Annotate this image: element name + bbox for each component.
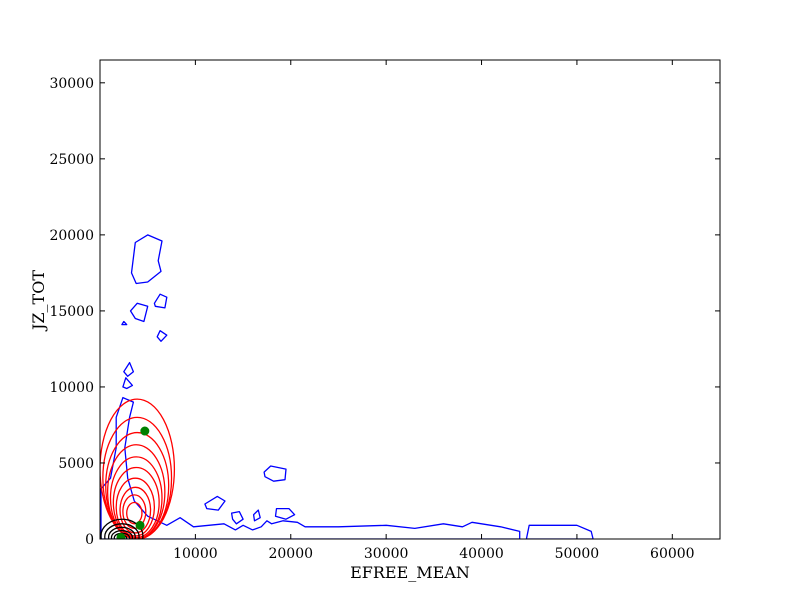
x-tick-label-3: 40000: [459, 546, 504, 562]
contour-line-0-11: [252, 509, 261, 522]
contour-line-0-6: [123, 361, 135, 377]
contour-line-0-7: [122, 377, 134, 390]
contour-line-0-5: [156, 330, 168, 342]
contour-line-0-2: [121, 320, 128, 326]
contour-line-0-8: [263, 465, 287, 482]
contour-level-2-1: [104, 523, 140, 539]
data-point-2: [116, 532, 126, 539]
x-axis-ticks: 10000 20000 30000 40000 50000 60000: [173, 60, 695, 562]
y-tick-label-3: 15000: [49, 304, 94, 320]
contour-line-0-1: [130, 234, 163, 285]
x-axis-label: EFREE_MEAN: [350, 563, 470, 582]
x-tick-label-4: 50000: [555, 546, 600, 562]
y-tick-label-4: 20000: [49, 228, 94, 244]
y-axis-label: JZ_TOT: [29, 270, 48, 332]
contour-line-0-10: [230, 510, 244, 525]
contour-line-0-3: [129, 302, 149, 323]
contour-line-0-4: [153, 293, 168, 309]
contour-line-0-12: [274, 507, 296, 520]
contour-level-2-2: [107, 526, 136, 539]
contour-level-1-5: [112, 466, 160, 539]
contour-level-1-3: [106, 444, 166, 539]
plot-content: [100, 234, 594, 539]
contour-level-2-3: [110, 529, 134, 539]
contour-line-0-13: [525, 524, 594, 539]
plot-frame: [99, 59, 721, 540]
contour-line-0-9: [204, 495, 226, 511]
x-tick-label-5: 60000: [650, 546, 695, 562]
x-tick-label-1: 20000: [268, 546, 313, 562]
y-tick-label-1: 5000: [58, 456, 94, 472]
y-tick-label-5: 25000: [49, 152, 94, 168]
data-point-1: [135, 520, 145, 530]
y-tick-label-6: 30000: [49, 76, 94, 92]
contour-level-1-7: [119, 486, 152, 534]
y-axis-ticks: 0 5000 10000 15000 20000 25000 30000: [49, 76, 720, 548]
contour-level-1-4: [109, 456, 163, 539]
y-tick-label-0: 0: [85, 532, 94, 548]
contour-level-2-0: [100, 518, 144, 539]
x-tick-label-0: 10000: [173, 546, 218, 562]
contour-level-1-9: [126, 501, 143, 525]
y-tick-label-2: 10000: [49, 380, 94, 396]
contour-line-0-0: [100, 396, 521, 539]
data-point-0: [140, 426, 150, 436]
x-tick-label-2: 30000: [364, 546, 409, 562]
